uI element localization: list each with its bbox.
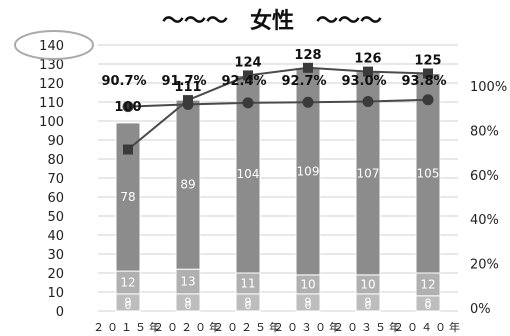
x-tick-label: ２０３０年 — [273, 320, 343, 334]
y2-tick-label: 40% — [470, 213, 499, 228]
y-tick-label: 120 — [39, 77, 64, 92]
segment-label: 0 — [185, 299, 192, 312]
segment-label: 78 — [120, 190, 135, 204]
segment-label: 105 — [417, 166, 440, 180]
line-series-1 — [127, 66, 429, 151]
y-tick-label: 80 — [47, 153, 64, 168]
y-tick-label: 140 — [39, 39, 64, 54]
segment-label: 104 — [237, 167, 260, 181]
y-tick-label: 90 — [47, 134, 64, 149]
bars — [115, 67, 441, 312]
chart-title: ～～～ 女性 ～～～ — [162, 8, 382, 34]
segment-label: 9 — [245, 295, 252, 308]
y-tick-label: 60 — [47, 191, 64, 206]
line-2-marker — [242, 97, 254, 109]
segment-label: 9 — [125, 295, 132, 308]
line-2-marker — [422, 94, 434, 106]
total-label: 124 — [234, 55, 261, 70]
line-2-marker — [362, 96, 374, 108]
line-1-marker — [363, 66, 373, 77]
segment-label: 12 — [120, 276, 135, 290]
total-label: 111 — [174, 80, 201, 95]
bar-segment — [415, 73, 441, 274]
total-label: 125 — [414, 54, 441, 69]
y-axis-right: 0% 20% 40% 60% 80% 100% — [470, 80, 507, 317]
y-tick-label: 30 — [47, 248, 64, 263]
percent-label: 92.4% — [221, 74, 266, 89]
bar-segment — [115, 122, 141, 272]
segment-label: 11 — [240, 276, 255, 290]
percent-label: 93.0% — [341, 74, 386, 89]
x-tick-label: ２０２０年 — [153, 320, 223, 334]
bar-segment — [175, 268, 201, 295]
line-2-marker — [302, 96, 314, 108]
percent-label: 93.8% — [401, 74, 446, 89]
line-series-2 — [127, 98, 429, 108]
segment-label: 89 — [180, 178, 195, 192]
y2-tick-label: 0% — [470, 302, 491, 317]
y2-tick-label: 100% — [470, 80, 507, 95]
total-label: 100 — [114, 100, 141, 115]
segment-label: 0 — [425, 299, 432, 312]
percent-label: 90.7% — [101, 74, 146, 89]
segment-label: 8 — [425, 296, 432, 309]
y-tick-label: 10 — [47, 286, 64, 301]
line-1-marker — [303, 62, 313, 73]
segment-label: 10 — [300, 277, 315, 291]
x-tick-label: ２０４０年 — [393, 320, 463, 334]
segment-label: 9 — [365, 295, 372, 308]
segment-label: 13 — [180, 275, 195, 289]
lines — [122, 62, 434, 155]
line-2-marker — [122, 101, 134, 113]
y-axis-left: 0 10 20 30 40 50 60 70 80 90 100 110 120 130 140 — [39, 39, 64, 320]
y-tick-label: 70 — [47, 172, 64, 187]
y-tick-label: 20 — [47, 267, 64, 282]
line-2-marker — [182, 98, 194, 110]
x-tick-label: ２０３５年 — [333, 320, 403, 334]
segment-label: 0 — [125, 299, 132, 312]
highlight-ellipse — [14, 30, 94, 60]
y-tick-label: 100 — [39, 115, 64, 130]
y-tick-label: 0 — [56, 305, 64, 320]
x-tick-label: ２０１５年 — [93, 320, 163, 334]
line-1-marker — [243, 70, 253, 81]
segment-label: 12 — [420, 277, 435, 291]
x-tick-label: ２０２５年 — [213, 320, 283, 334]
segment-label: 107 — [357, 166, 380, 180]
y-tick-label: 50 — [47, 210, 64, 225]
data-labels: 0912780913890911104091010909101070812105… — [101, 48, 446, 312]
y2-tick-label: 80% — [470, 124, 499, 139]
segment-label: 10 — [360, 277, 375, 291]
segment-label: 0 — [305, 299, 312, 312]
y-tick-label: 110 — [39, 96, 64, 111]
line-1-marker — [423, 68, 433, 79]
gridlines — [98, 44, 458, 312]
y2-tick-label: 60% — [470, 169, 499, 184]
segment-label: 9 — [185, 295, 192, 308]
total-label: 126 — [354, 52, 381, 67]
segment-label: 0 — [365, 299, 372, 312]
percent-label: 92.7% — [281, 74, 326, 89]
segment-label: 109 — [297, 164, 320, 178]
total-label: 128 — [294, 48, 321, 63]
y2-tick-label: 20% — [470, 258, 499, 273]
segment-label: 9 — [305, 295, 312, 308]
percent-label: 91.7% — [161, 74, 206, 89]
segment-label: 0 — [245, 299, 252, 312]
line-1-marker — [123, 144, 133, 155]
y-tick-label: 130 — [39, 58, 64, 73]
y-tick-label: 40 — [47, 229, 64, 244]
